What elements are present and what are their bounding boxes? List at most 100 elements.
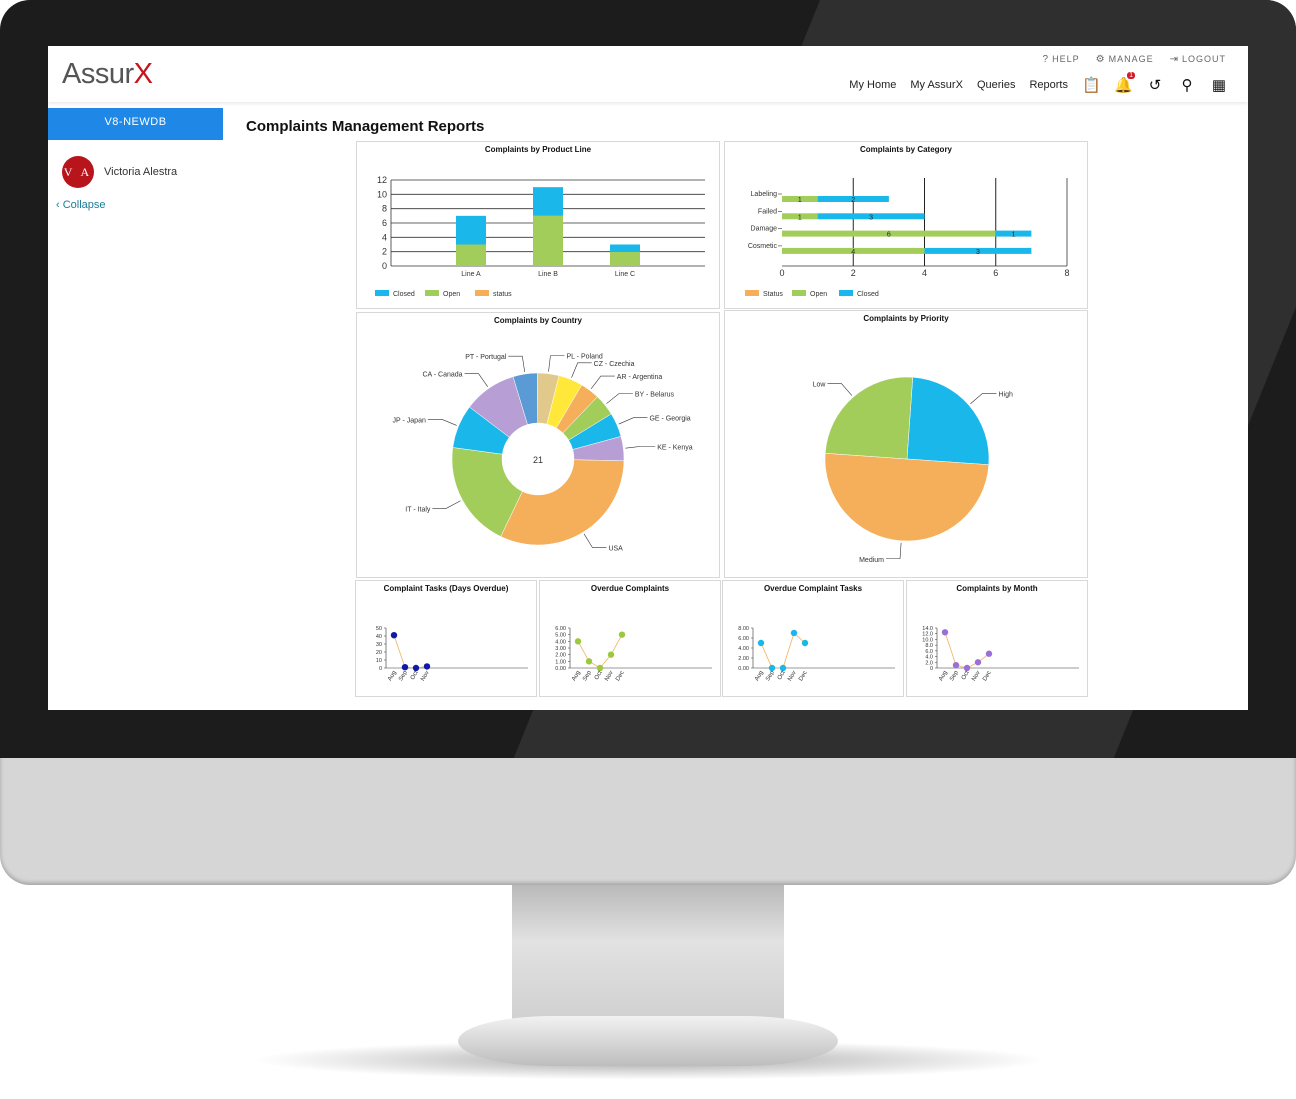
data-point bbox=[790, 629, 798, 637]
overdue-tasks-chart: 0.00 2.00 4.00 6.00 8.00 Aug Sep Oct Nov Dec bbox=[738, 626, 895, 682]
bar-segment bbox=[995, 230, 1032, 237]
x-tick-label: Line B bbox=[538, 271, 558, 278]
slice-label: AR - Argentina bbox=[617, 374, 663, 381]
y-tick-label: 6.0 bbox=[925, 649, 933, 655]
donut-center-label: 21 bbox=[533, 455, 543, 465]
leader-line bbox=[427, 419, 457, 426]
bar-segment bbox=[817, 196, 889, 202]
bar-segment bbox=[610, 244, 640, 252]
y-tick-label: 8 bbox=[382, 204, 387, 214]
data-point bbox=[768, 664, 776, 672]
x-tick-label: Aug bbox=[571, 670, 582, 682]
y-tick-label: 2 bbox=[382, 247, 387, 257]
assurx-logo[interactable]: AssurX bbox=[62, 58, 153, 91]
x-tick-label: Oct bbox=[777, 670, 787, 681]
y-tick-label: 4 bbox=[382, 232, 387, 242]
pie-slice bbox=[906, 376, 990, 466]
slice-label: PL - Poland bbox=[566, 354, 602, 361]
x-tick-label: Sep bbox=[582, 669, 593, 682]
x-tick-label: Dec bbox=[982, 670, 993, 682]
leader-line bbox=[464, 373, 488, 387]
legend-swatch bbox=[425, 290, 439, 296]
legend-label: status bbox=[493, 291, 512, 298]
help-label: HELP bbox=[1052, 54, 1080, 64]
search-icon[interactable]: ⚲ bbox=[1181, 77, 1193, 94]
panel-priority: Complaints by Priority High Medium Low bbox=[724, 310, 1088, 578]
slice-label: GE - Georgia bbox=[649, 416, 690, 423]
leader-line bbox=[432, 500, 461, 509]
slice-label: KE - Kenya bbox=[657, 444, 693, 451]
product-line-chart: 0 2 4 6 8 10 12 Line A Line B Line C Closed Open sta… bbox=[375, 175, 705, 298]
y-tick-label: 2.00 bbox=[738, 656, 749, 662]
panel-category: Complaints by Category 0 2 4 6 8 Labeling 1 2 Fa… bbox=[724, 141, 1088, 309]
x-tick-label: Sep bbox=[398, 669, 409, 682]
chart-title: Complaints by Country bbox=[493, 316, 582, 325]
bar-segment bbox=[782, 213, 818, 220]
main-nav: My Home My AssurX Queries Reports 📋 🔔 1 ↺… bbox=[849, 72, 1228, 94]
monitor-stand-neck bbox=[512, 885, 784, 1025]
y-tick-label: Failed bbox=[758, 208, 777, 215]
clipboard-icon[interactable]: 📋 bbox=[1082, 77, 1101, 94]
nav-queries[interactable]: Queries bbox=[976, 79, 1016, 91]
legend-label: Closed bbox=[393, 291, 415, 298]
database-tab[interactable]: V8-NEWDB bbox=[48, 108, 223, 140]
bar-segment bbox=[924, 247, 1032, 254]
slice-label: JP - Japan bbox=[393, 417, 426, 424]
data-label: 4 bbox=[851, 249, 855, 256]
legend-label: Open bbox=[443, 291, 460, 298]
y-tick-label: 8.0 bbox=[925, 643, 933, 649]
y-tick-label: 6 bbox=[382, 218, 387, 228]
x-tick-label: 8 bbox=[1064, 268, 1069, 278]
y-tick-label: 0 bbox=[379, 666, 382, 672]
apps-grid-icon[interactable]: ▦ bbox=[1211, 77, 1227, 94]
nav-my-assurx[interactable]: My AssurX bbox=[910, 79, 963, 91]
y-tick-label: 0 bbox=[382, 261, 387, 271]
history-icon[interactable]: ↺ bbox=[1148, 77, 1162, 94]
chart-title: Complaints by Product Line bbox=[484, 145, 592, 154]
legend-label: Closed bbox=[857, 291, 879, 298]
y-tick-label: Cosmetic bbox=[748, 243, 778, 250]
nav-reports[interactable]: Reports bbox=[1029, 79, 1068, 91]
help-link[interactable]: ? HELP bbox=[1043, 54, 1080, 65]
y-tick-label: 12 bbox=[377, 175, 387, 185]
nav-my-home[interactable]: My Home bbox=[849, 79, 897, 91]
data-point bbox=[401, 664, 409, 671]
chart-title: Overdue Complaints bbox=[590, 584, 670, 593]
data-label: 3 bbox=[869, 214, 873, 221]
pie-slice bbox=[824, 376, 914, 460]
app-screen: AssurX ? HELP ⚙ MANAGE ⇥ LOGOUT My Home My … bbox=[48, 46, 1248, 710]
y-tick-label: 40 bbox=[376, 634, 382, 640]
x-tick-label: Nov bbox=[604, 670, 615, 682]
bar-segment bbox=[533, 187, 563, 216]
leader-line bbox=[548, 355, 565, 372]
legend-swatch bbox=[839, 290, 853, 296]
y-tick-label: 50 bbox=[376, 626, 382, 632]
x-tick-label: 6 bbox=[993, 268, 998, 278]
avatar[interactable]: V A bbox=[62, 156, 94, 188]
slice-label: BY - Belarus bbox=[635, 392, 675, 399]
panel-tasks-days-overdue: Complaint Tasks (Days Overdue) 0 10 20 30 40… bbox=[355, 580, 537, 697]
leader-line bbox=[886, 542, 902, 560]
y-tick-label: 4.00 bbox=[555, 639, 566, 645]
logout-link[interactable]: ⇥ LOGOUT bbox=[1170, 54, 1226, 65]
manage-link[interactable]: ⚙ MANAGE bbox=[1096, 54, 1154, 65]
bell-icon[interactable]: 🔔 1 bbox=[1114, 72, 1135, 94]
overdue-complaints-chart: 0.001.002.003.004.005.006.00 Aug Sep Oct Nov… bbox=[555, 626, 712, 682]
collapse-link[interactable]: ‹ Collapse bbox=[56, 199, 106, 211]
slice-label: CZ - Czechia bbox=[594, 361, 635, 368]
y-tick-label: 4.0 bbox=[925, 655, 933, 661]
slice-label: CA - Canada bbox=[422, 372, 462, 379]
data-point bbox=[779, 664, 787, 672]
y-tick-label: Damage bbox=[751, 226, 778, 233]
legend-swatch bbox=[745, 290, 759, 296]
slice-label: Medium bbox=[859, 557, 884, 564]
data-point bbox=[596, 664, 604, 672]
data-label: 1 bbox=[798, 214, 802, 221]
panel-overdue-complaints: Overdue Complaints 0.00 1.00 2.00 3.00 4.00 5… bbox=[539, 580, 721, 697]
x-tick-label: Dec bbox=[615, 670, 626, 682]
bar-segment bbox=[533, 215, 563, 266]
collapse-label: Collapse bbox=[62, 199, 106, 211]
y-tick-label: 3.00 bbox=[555, 646, 566, 652]
series-line bbox=[944, 632, 990, 669]
chevron-left-icon: ‹ bbox=[56, 199, 60, 211]
